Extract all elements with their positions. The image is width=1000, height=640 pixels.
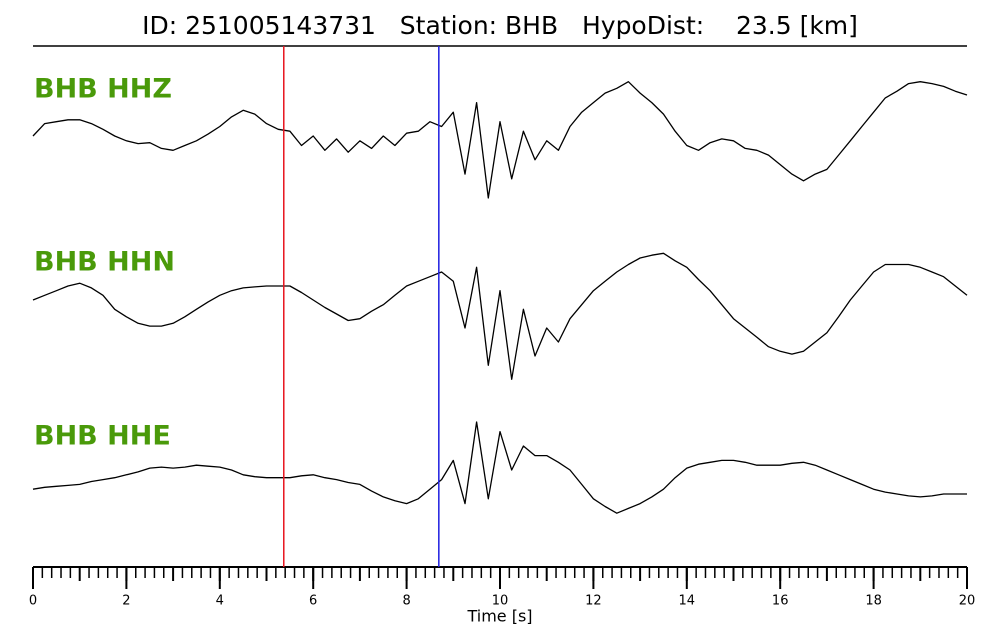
trace-label: BHB HHZ (34, 74, 172, 105)
x-tick-label: 4 (216, 594, 224, 609)
x-tick-label: 18 (865, 594, 882, 609)
x-axis-label: Time [s] (466, 607, 532, 626)
trace-label: BHB HHE (34, 421, 171, 452)
x-tick-label: 16 (772, 594, 789, 609)
chart-title: ID: 251005143731 Station: BHB HypoDist: … (142, 11, 858, 40)
x-tick-label: 12 (585, 594, 602, 609)
x-tick-label: 2 (122, 594, 130, 609)
trace-label: BHB HHN (34, 247, 175, 278)
x-tick-label: 14 (679, 594, 696, 609)
x-tick-label: 6 (309, 594, 317, 609)
waveform (32, 421, 967, 514)
x-tick-label: 10 (492, 594, 509, 609)
waveform (32, 252, 968, 380)
x-tick-label: 20 (959, 594, 976, 609)
waveform (32, 81, 968, 199)
x-tick-label: 0 (29, 594, 37, 609)
x-tick-label: 8 (402, 594, 410, 609)
